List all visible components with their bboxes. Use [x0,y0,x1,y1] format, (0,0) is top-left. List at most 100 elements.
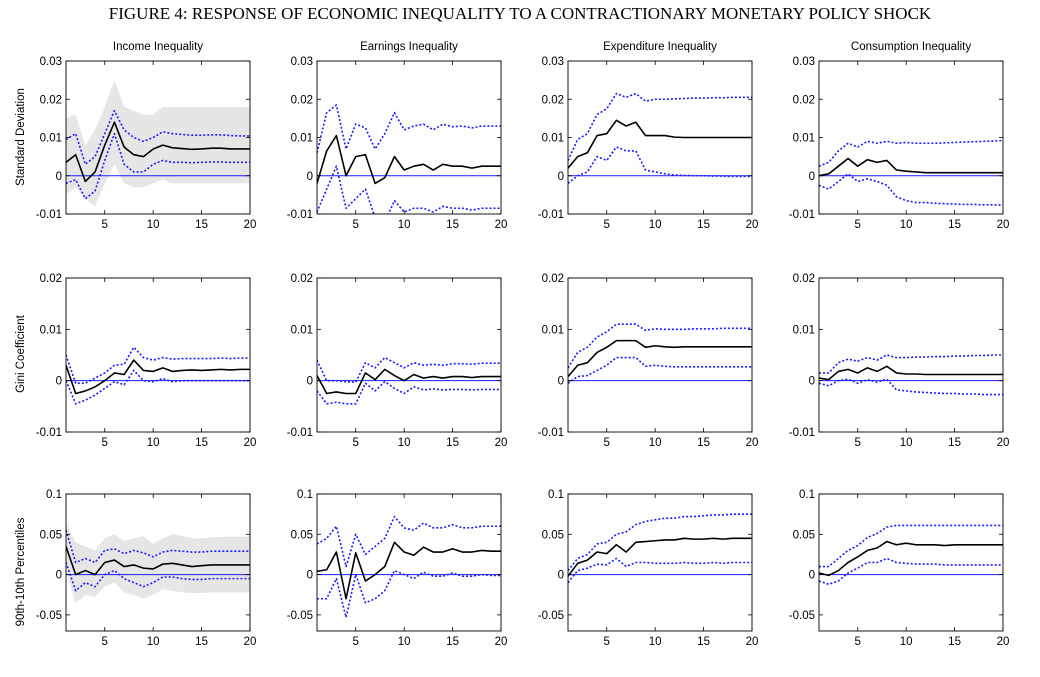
axes-frame [65,493,251,632]
lower-bound-line [317,569,501,619]
y-tick-label: 0 [56,570,62,582]
x-tick-label: 5 [604,636,610,648]
lower-bound-line [568,356,752,384]
y-tick-label: -0.01 [36,427,62,439]
axes-frame [65,277,251,433]
plot-area [66,346,250,405]
lower-bound-line [568,557,752,584]
y-tick-label: 0.03 [793,56,815,68]
median-line [568,537,752,577]
axes-frame [818,277,1004,433]
median-line [66,359,250,395]
upper-bound-line [568,92,752,161]
upper-bound-line [317,104,501,153]
axes-frame [818,60,1004,215]
lower-bound-line [819,378,1003,396]
x-tick-label: 5 [855,636,861,648]
y-tick-label: 0.03 [40,56,62,68]
y-tick-label: 0.02 [793,273,815,285]
x-tick-label: 5 [353,219,359,231]
panel-2: 5 10 15 20 -0.01 0 0.01 0.02 0.03 [287,56,508,231]
y-tick-label: 0.02 [40,94,62,106]
y-tick-label: 0.01 [40,324,62,336]
y-tick-label: -0.05 [287,610,313,622]
x-tick-label: 5 [855,437,861,449]
y-tick-label: 0 [307,171,313,183]
column-title-expenditure: Expenditure Inequality [603,41,717,53]
panel-5: 5 10 15 20 -0.01 0 0.01 0.02 [36,273,257,449]
lower-bound-line [819,557,1003,586]
x-tick-label: 5 [604,219,610,231]
y-tick-label: -0.01 [287,209,313,221]
y-tick-label: 0 [809,570,815,582]
x-tick-label: 15 [195,219,208,231]
x-tick-label: 5 [604,437,610,449]
x-tick-label: 15 [948,437,961,449]
x-tick-label: 20 [495,437,508,449]
x-tick-label: 5 [102,437,108,449]
x-tick-label: 15 [446,636,459,648]
y-tick-label: 0.02 [291,94,313,106]
y-tick-label: 0.05 [40,529,62,541]
y-tick-label: 0 [558,570,564,582]
axes-frame [818,493,1004,632]
lower-bound-line [66,562,250,592]
median-line [568,339,752,378]
panel-9: 5 10 15 20 -0.05 0 0.05 0.1 [36,489,257,648]
x-tick-label: 20 [244,636,257,648]
median-line [66,121,250,183]
x-tick-label: 10 [649,219,662,231]
y-tick-label: 0.05 [793,529,815,541]
column-titles: Income Inequality Earnings Inequality Ex… [113,41,971,53]
upper-bound-line [819,354,1003,374]
axes-frame [316,277,502,433]
lower-bound-line [317,380,501,405]
panel-11: 5 10 15 20 -0.05 0 0.05 0.1 [538,489,759,648]
y-tick-label: 0.01 [291,324,313,336]
y-tick-label: 0.1 [799,489,815,501]
x-tick-label: 10 [398,437,411,449]
median-line [317,368,501,395]
plot-area [66,522,250,603]
panels: 5 10 15 20 -0.01 0 0.01 0.02 0.03 5 10 15 20 -0.01 0 0.… [36,56,1010,648]
y-tick-label: 0.01 [40,133,62,145]
plot-area [317,104,501,214]
y-tick-label: 0 [558,376,564,388]
x-tick-label: 20 [997,437,1010,449]
x-tick-label: 15 [697,636,710,648]
row-label-p90p10: 90th-10th Percentiles [15,517,27,626]
panel-7: 5 10 15 20 -0.01 0 0.01 0.02 [538,273,759,449]
y-tick-label: 0 [809,376,815,388]
x-tick-label: 5 [102,636,108,648]
row-label-gini: Gini Coefficient [15,314,27,393]
x-tick-label: 5 [353,437,359,449]
row-label-std: Standard Deviation [15,88,27,186]
lower-bound-line [568,146,752,185]
plot-area [317,515,501,619]
panel-4: 5 10 15 20 -0.01 0 0.01 0.02 0.03 [789,56,1010,231]
plot-area [568,323,752,384]
median-line [317,541,501,600]
column-title-consumption: Consumption Inequality [851,41,971,53]
y-tick-label: 0.02 [793,94,815,106]
confidence-band [66,522,250,603]
x-tick-label: 20 [244,219,257,231]
y-tick-label: 0 [307,570,313,582]
confidence-band [66,80,250,207]
y-tick-label: 0.02 [291,273,313,285]
x-tick-label: 10 [147,636,160,648]
axes-frame [316,60,502,215]
upper-bound-line [317,356,501,384]
upper-bound-line [819,524,1003,568]
panel-1: 5 10 15 20 -0.01 0 0.01 0.02 0.03 [36,56,257,231]
x-tick-label: 10 [900,636,913,648]
x-tick-label: 20 [746,437,759,449]
upper-bound-line [66,346,250,385]
median-line [66,546,250,576]
panel-6: 5 10 15 20 -0.01 0 0.01 0.02 [287,273,508,449]
median-line [568,119,752,169]
x-tick-label: 10 [649,636,662,648]
x-tick-label: 10 [398,219,411,231]
x-tick-label: 20 [746,219,759,231]
